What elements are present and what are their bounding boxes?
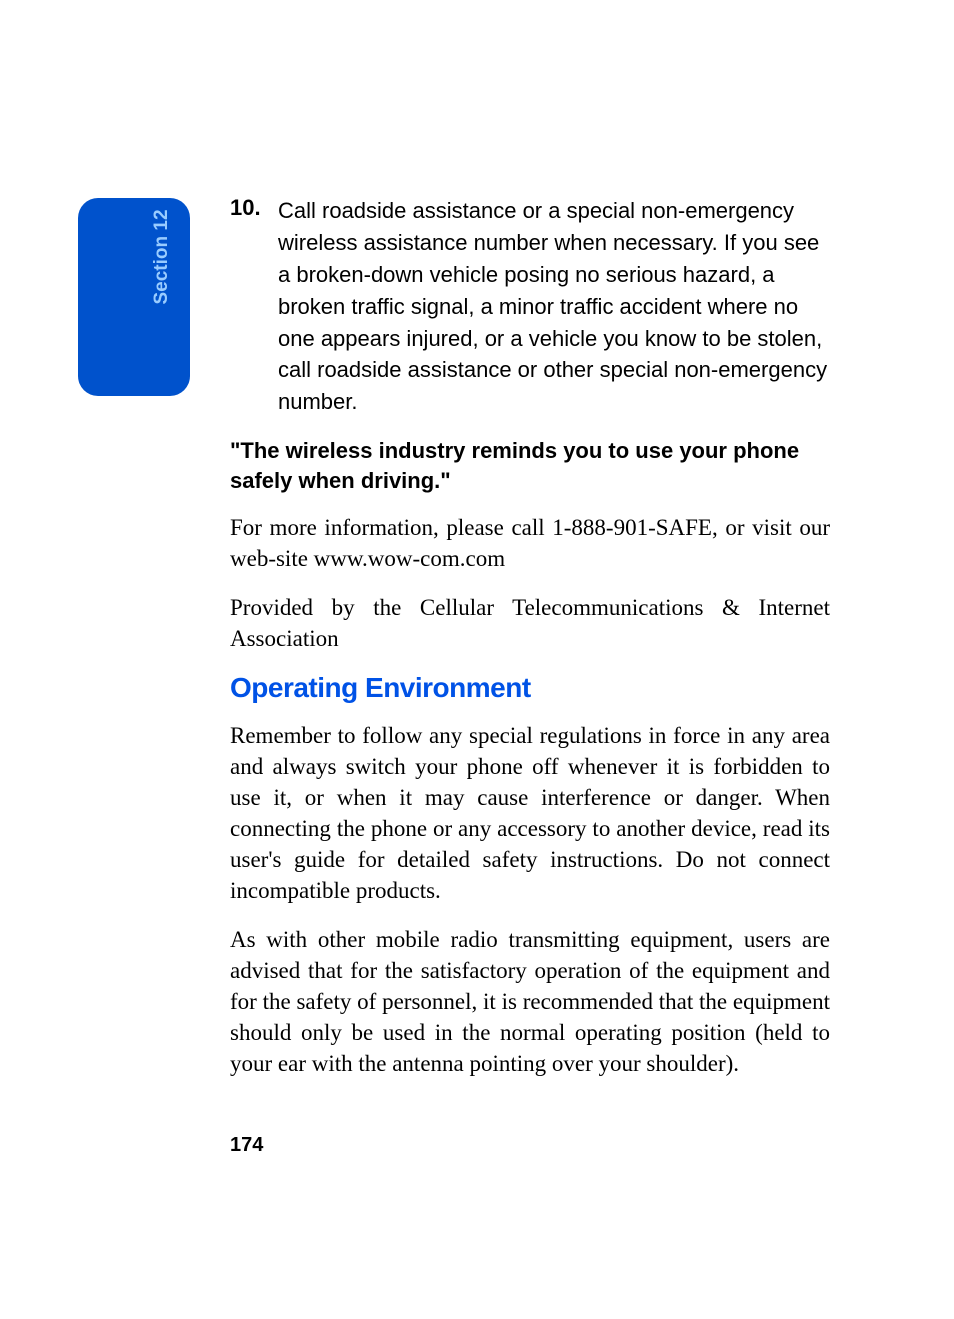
section-heading: Operating Environment: [230, 672, 830, 704]
body-paragraph-1: Remember to follow any special regulatio…: [230, 720, 830, 906]
info-paragraph-1: For more information, please call 1-888-…: [230, 512, 830, 574]
section-tab: Section 12: [78, 198, 190, 396]
body-paragraph-2: As with other mobile radio transmitting …: [230, 924, 830, 1079]
list-item-text: Call roadside assistance or a special no…: [278, 195, 830, 418]
section-tab-label: Section 12: [151, 209, 173, 304]
info-paragraph-2: Provided by the Cellular Telecommunicati…: [230, 592, 830, 654]
list-item-10: 10. Call roadside assistance or a specia…: [230, 195, 830, 418]
industry-quote: "The wireless industry reminds you to us…: [230, 436, 830, 495]
page-number: 174: [230, 1134, 263, 1157]
page-content: 10. Call roadside assistance or a specia…: [230, 195, 830, 1097]
list-number: 10.: [230, 195, 270, 418]
